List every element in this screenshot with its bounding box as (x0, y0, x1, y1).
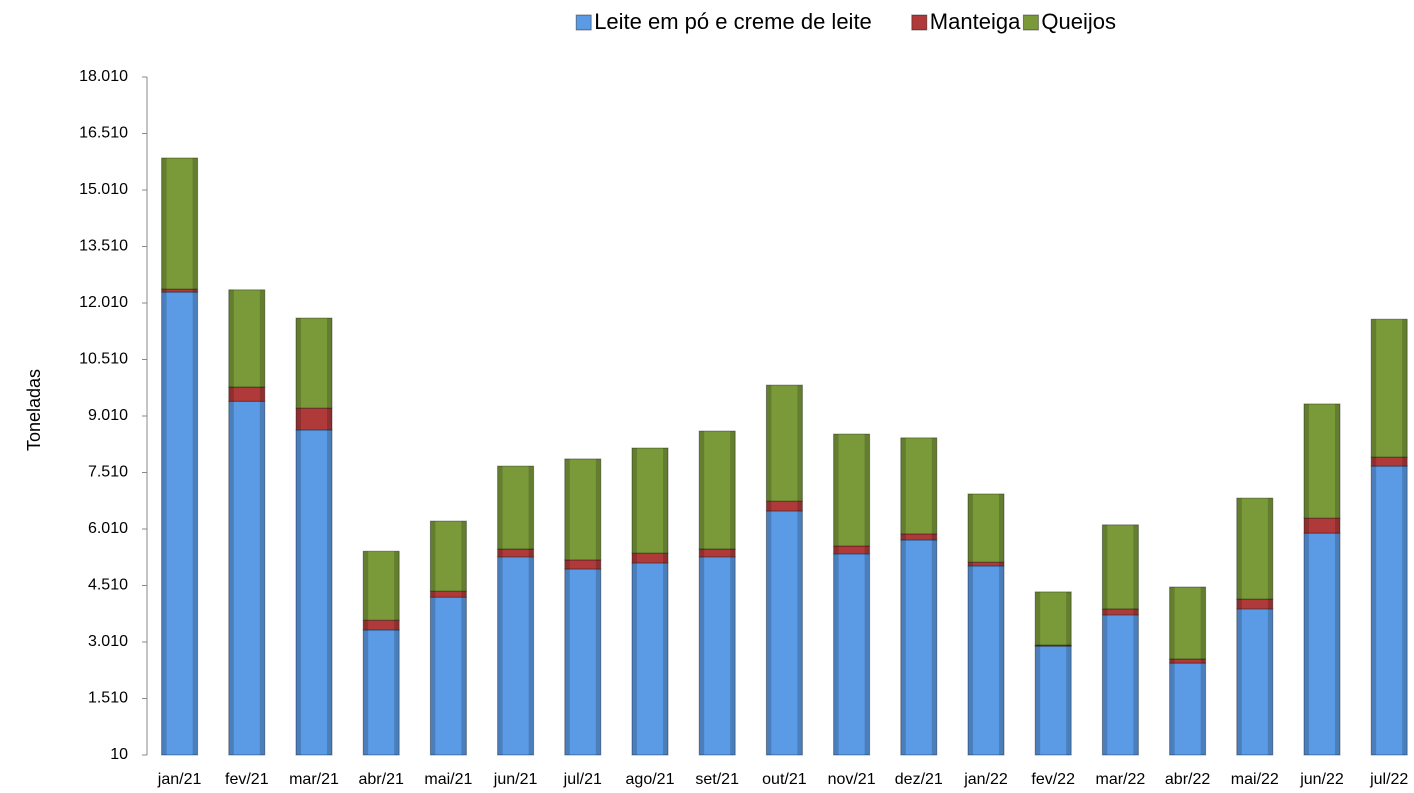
legend-swatch (575, 14, 592, 31)
bar-segment (1370, 318, 1408, 458)
bar-segment (228, 289, 266, 388)
x-tick-label: jun/21 (493, 771, 538, 788)
bar-segment (497, 556, 535, 756)
bar-segment (497, 465, 535, 550)
y-tick-label: 13.510 (79, 238, 128, 255)
bar-segment (564, 458, 602, 561)
bar-segment (698, 556, 736, 756)
x-tick-label: mar/21 (289, 771, 339, 788)
y-tick-label: 7.510 (88, 464, 128, 481)
bar-segment (1169, 586, 1207, 660)
x-tick-label: abr/21 (359, 771, 404, 788)
bar-segment (1236, 598, 1274, 610)
bar-segment (967, 565, 1005, 756)
bar-segment (1101, 608, 1139, 616)
x-tick-label: jul/21 (563, 771, 602, 788)
legend-label: Leite em pó e creme de leite (594, 9, 872, 34)
x-tick-label: ago/21 (626, 771, 675, 788)
x-tick-label: jun/22 (1299, 771, 1344, 788)
x-tick-label: jan/21 (157, 771, 202, 788)
y-tick-label: 18.010 (79, 68, 128, 85)
x-tick-label: mar/22 (1096, 771, 1146, 788)
y-tick-label: 9.010 (88, 407, 128, 424)
x-tick-label: mai/22 (1231, 771, 1279, 788)
bar-segment (1169, 662, 1207, 756)
bar-segment (362, 619, 400, 631)
bar-segment (564, 568, 602, 756)
bar-segment (1101, 524, 1139, 610)
bar-segment (1034, 645, 1072, 756)
bar-segment (429, 590, 467, 598)
bar-segment (1370, 456, 1408, 467)
bar-segment (900, 533, 938, 541)
y-tick-label: 4.510 (88, 577, 128, 594)
bar-segment (765, 510, 803, 756)
bar-segment (1303, 403, 1341, 519)
bar-segment (228, 386, 266, 402)
bar-segment (631, 447, 669, 554)
bar-segment (765, 500, 803, 512)
bar-segment (900, 437, 938, 535)
bar-segment (698, 430, 736, 550)
bar-segment (295, 407, 333, 431)
y-axis-title: Toneladas (24, 369, 44, 451)
x-tick-label: set/21 (695, 771, 739, 788)
bar-segment (1034, 591, 1072, 646)
y-tick-label: 1.510 (88, 690, 128, 707)
bar-segment (497, 548, 535, 558)
bar-segment (564, 559, 602, 570)
bar-segment (833, 545, 871, 555)
bar-segment (1303, 532, 1341, 756)
x-tick-label: fev/22 (1031, 771, 1075, 788)
bar-segment (362, 629, 400, 756)
legend: Leite em pó e creme de leite Manteiga Quei… (575, 9, 1116, 34)
x-tick-label: abr/22 (1165, 771, 1210, 788)
bar-segment (362, 550, 400, 621)
y-tick-label: 6.010 (88, 520, 128, 537)
legend-label: Manteiga (930, 9, 1021, 34)
x-tick-label: out/21 (762, 771, 807, 788)
bar-segment (833, 553, 871, 756)
y-tick-label: 15.010 (79, 181, 128, 198)
bar-segment (161, 291, 199, 756)
bar-segment (1236, 608, 1274, 756)
bar-segment (900, 539, 938, 756)
x-tick-label: jan/22 (963, 771, 1008, 788)
bar-segment (1236, 497, 1274, 600)
bar-segment (429, 520, 467, 592)
bar-segment (295, 429, 333, 756)
bar-segment (228, 400, 266, 756)
x-tick-label: jul/22 (1369, 771, 1408, 788)
bar-segment (967, 493, 1005, 563)
x-tick-label: fev/21 (225, 771, 269, 788)
bar-segment (1303, 517, 1341, 534)
bar-segment (833, 433, 871, 547)
legend-swatch (911, 14, 928, 31)
legend-swatch (1022, 14, 1039, 31)
x-tick-label: nov/21 (828, 771, 876, 788)
bar-segment (765, 384, 803, 502)
x-tick-label: mai/21 (424, 771, 472, 788)
bar-segment (631, 552, 669, 564)
bar-segment (1370, 465, 1408, 756)
y-tick-label: 16.510 (79, 125, 128, 142)
bar-segment (967, 561, 1005, 567)
bar-segment (429, 596, 467, 756)
bar-segment (698, 548, 736, 558)
legend-label: Queijos (1041, 9, 1116, 34)
y-tick-label: 10.510 (79, 351, 128, 368)
y-tick-label: 10 (110, 746, 128, 763)
bar-segment (161, 157, 199, 290)
bar-segment (1169, 658, 1207, 664)
bar-segment (631, 562, 669, 756)
bar-segment (1101, 614, 1139, 756)
y-tick-label: 12.010 (79, 294, 128, 311)
bar-segment (295, 317, 333, 409)
x-tick-label: dez/21 (895, 771, 943, 788)
y-tick-label: 3.010 (88, 633, 128, 650)
